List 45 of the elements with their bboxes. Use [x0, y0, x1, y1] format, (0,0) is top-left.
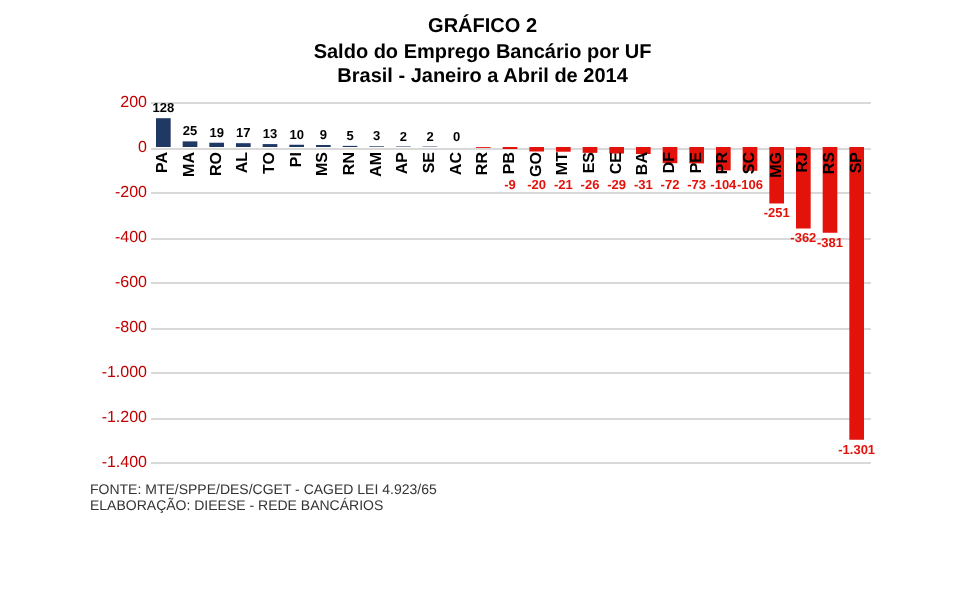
x-tick-label: RJ: [793, 152, 812, 173]
x-tick-label: AC: [446, 151, 465, 176]
x-tick-label: PA: [153, 151, 172, 174]
x-tick-label: AL: [233, 151, 252, 174]
x-tick-label: SE: [420, 150, 438, 174]
y-tick-label: -200: [114, 183, 149, 201]
bar: [636, 147, 651, 154]
x-tick-label: PE: [686, 150, 705, 174]
x-tick-label: SC: [740, 151, 758, 175]
x-tick-label: RN: [340, 151, 358, 176]
x-tick-label: MG: [766, 152, 785, 178]
x-tick-label: DF: [660, 151, 678, 174]
x-tick-label: ES: [580, 150, 598, 174]
x-tick-label: RO: [206, 152, 225, 176]
x-tick-label: GO: [526, 152, 545, 177]
x-tick-label: AP: [393, 150, 412, 175]
x-tick-label: PR: [713, 151, 732, 175]
x-tick-label: MA: [180, 151, 198, 177]
bar: [609, 147, 624, 154]
x-tick-label: MT: [553, 151, 572, 176]
bar: [796, 147, 811, 229]
y-tick-label: 200: [120, 93, 149, 111]
x-tick-label: SP: [846, 150, 865, 174]
y-tick-label: -1.200: [101, 408, 149, 426]
y-tick-label: -1.000: [101, 363, 149, 381]
x-tick-label: RS: [820, 150, 838, 175]
x-tick-label: PB: [500, 151, 518, 175]
y-tick-label: -400: [114, 228, 149, 246]
x-tick-label: RR: [473, 151, 492, 176]
x-tick-label: BA: [633, 151, 652, 176]
y-tick-label: -1.400: [101, 453, 149, 471]
bar: [582, 147, 598, 153]
x-tick-label: CE: [606, 150, 625, 175]
y-tick-label: 0: [138, 138, 149, 156]
bar: [849, 147, 864, 440]
y-tick-label: -600: [114, 273, 149, 291]
x-tick-label: TO: [260, 152, 278, 174]
bar: [156, 118, 171, 147]
x-tick-label: MS: [313, 150, 332, 176]
x-tick-label: PI: [286, 152, 305, 168]
bar: [182, 141, 198, 147]
y-tick-label: -800: [114, 318, 149, 336]
x-tick-label: AM: [366, 151, 385, 177]
chart-subtitle: Saldo do Emprego Bancário por UF Brasil - Janeiro a Abril de 2014: [313, 42, 652, 88]
chart-title: GRÁFICO 2: [428, 14, 538, 38]
